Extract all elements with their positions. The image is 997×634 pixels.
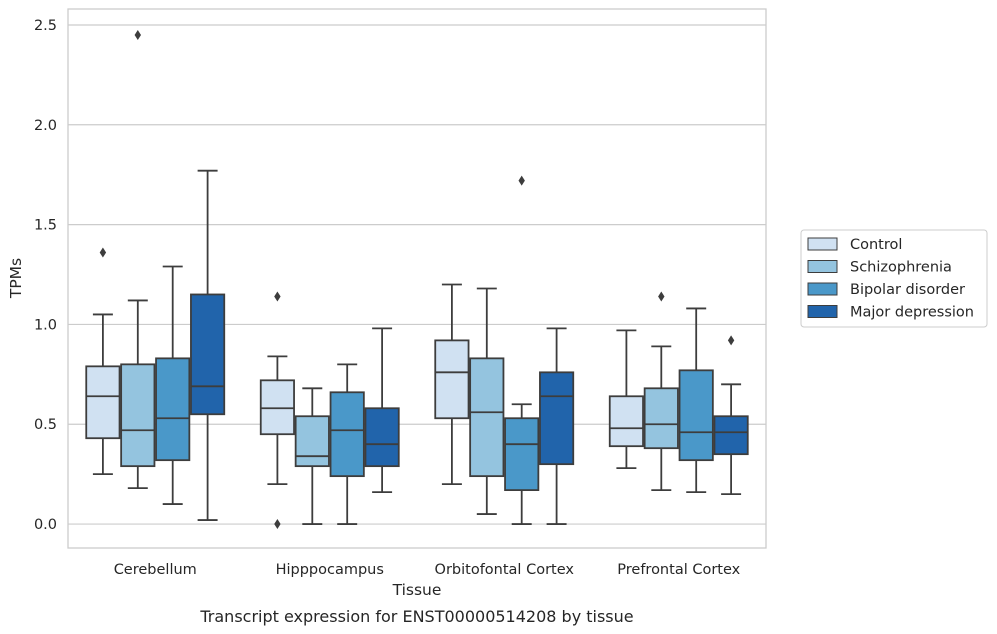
- legend-items: Control Schizophrenia Bipolar disorder Majo…: [807, 237, 974, 321]
- box-iqr: [294, 415, 330, 468]
- box-iqr: [120, 363, 156, 468]
- box-1-1: [294, 387, 330, 525]
- box-iqr: [643, 387, 679, 450]
- box-iqr: [713, 415, 749, 456]
- box-iqr: [364, 407, 400, 468]
- y-tick-label: 2.5: [34, 18, 57, 34]
- box-1-2: [329, 363, 365, 525]
- box-0-0: [85, 247, 121, 476]
- x-tick-label: Orbitofontal Cortex: [435, 562, 575, 578]
- y-tick-label: 1.0: [34, 317, 57, 333]
- y-tick-labels: 0.0 0.5 1.0 1.5 2.0 2.5: [34, 18, 57, 533]
- y-axis-label: TPMs: [7, 258, 25, 299]
- box-3-0: [608, 329, 644, 470]
- box-3-3: [713, 335, 749, 496]
- box-iqr: [190, 293, 226, 416]
- outlier-point: [274, 519, 281, 530]
- legend-swatch: [807, 305, 838, 318]
- box-iqr: [539, 371, 575, 466]
- legend-swatch: [807, 237, 838, 251]
- box-2-2: [504, 175, 540, 525]
- outlier-point: [518, 175, 525, 186]
- box-iqr: [678, 369, 714, 462]
- legend: Control Schizophrenia Bipolar disorder Majo…: [800, 229, 988, 328]
- box-iqr: [259, 379, 295, 436]
- legend-label: Major depression: [850, 305, 974, 321]
- box-2-3: [539, 327, 575, 525]
- y-tick-label: 2.0: [34, 118, 57, 134]
- legend-label: Schizophrenia: [850, 260, 952, 276]
- x-axis-label: Tissue: [392, 581, 442, 599]
- box-0-3: [190, 169, 226, 521]
- outlier-point: [99, 247, 107, 258]
- outlier-point: [134, 29, 141, 40]
- box-iqr: [85, 365, 121, 440]
- outlier-point: [274, 291, 281, 302]
- legend-swatch: [807, 282, 838, 296]
- box-iqr: [469, 357, 505, 478]
- box-1-0: [259, 291, 295, 530]
- boxes: [85, 29, 749, 530]
- box-3-1: [643, 291, 679, 492]
- box-0-1: [120, 29, 156, 490]
- chart-caption: Transcript expression for ENST0000051420…: [199, 607, 633, 626]
- box-iqr: [329, 391, 365, 478]
- box-0-2: [155, 265, 191, 505]
- x-tick-label: Hipppocampus: [276, 562, 384, 578]
- box-3-2: [678, 307, 714, 494]
- box-iqr: [434, 339, 470, 420]
- plot-frame: [67, 8, 767, 549]
- y-tick-label: 0.5: [34, 417, 57, 433]
- box-iqr: [608, 395, 644, 448]
- x-tick-label: Cerebellum: [114, 562, 197, 578]
- x-tick-labels: Cerebellum Hipppocampus Orbitofontal Corte…: [114, 562, 741, 578]
- outlier-point: [727, 335, 735, 346]
- box-iqr: [504, 417, 540, 492]
- legend-label: Control: [850, 237, 902, 253]
- box-iqr: [155, 357, 191, 462]
- box-2-1: [469, 287, 505, 515]
- x-tick-label: Prefrontal Cortex: [617, 562, 740, 578]
- outlier-point: [658, 291, 665, 302]
- box-1-3: [364, 327, 400, 494]
- y-tick-label: 0.0: [34, 517, 57, 533]
- legend-swatch: [807, 260, 838, 273]
- legend-frame: [800, 229, 988, 328]
- y-tick-label: 1.5: [34, 218, 57, 234]
- box-2-0: [434, 283, 470, 486]
- legend-label: Bipolar disorder: [850, 282, 965, 298]
